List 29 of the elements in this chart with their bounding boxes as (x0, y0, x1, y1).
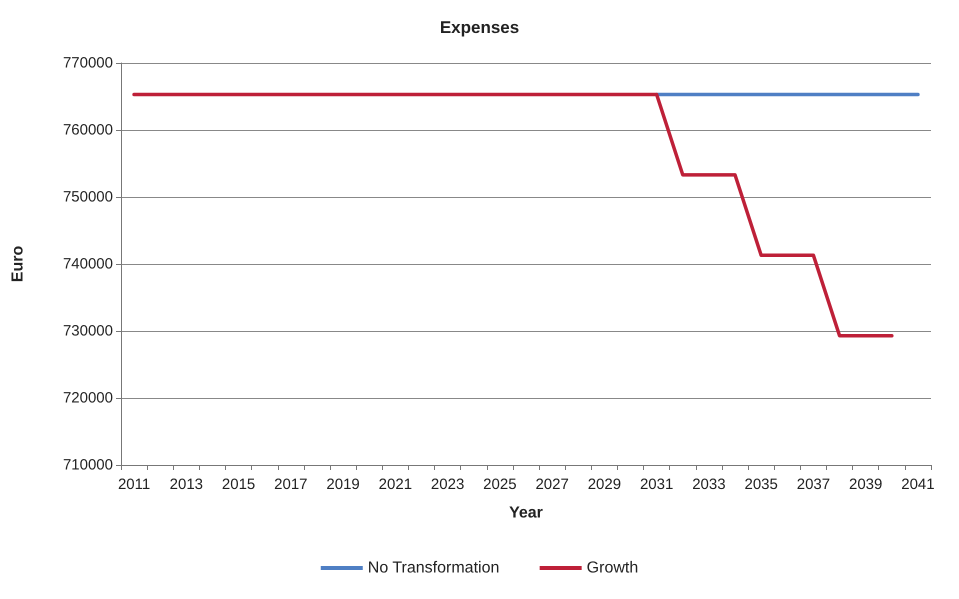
x-tick-label: 2031 (640, 476, 674, 493)
x-tick-label: 2021 (378, 476, 412, 493)
y-tick-label: 760000 (62, 122, 113, 138)
y-axis-title: Euro (10, 246, 26, 282)
y-tick-label: 710000 (62, 456, 113, 474)
y-tick-label: 770000 (62, 54, 113, 72)
y-tick-label: 720000 (62, 390, 113, 406)
x-axis-title: Year (509, 504, 543, 522)
x-tick-label: 2015 (222, 476, 256, 493)
chart-title: Expenses (440, 18, 520, 37)
legend-label: Growth (586, 560, 638, 576)
y-tick-label: 740000 (62, 256, 113, 272)
x-tick-label: 2023 (430, 476, 464, 493)
x-tick-label: 2033 (692, 476, 726, 493)
x-tick-label: 2019 (326, 476, 360, 493)
x-tick-label: 2039 (848, 476, 882, 493)
x-tick-label: 2037 (796, 476, 830, 493)
x-tick-label: 2035 (744, 476, 778, 493)
x-tick-label: 2013 (170, 476, 204, 493)
y-tick-label: 750000 (62, 188, 113, 206)
x-tick-label: 2029 (588, 476, 622, 493)
line-series (132, 92, 894, 338)
x-tick-label: 2011 (118, 476, 150, 493)
y-tick-label: 730000 (62, 322, 113, 340)
legend-label: No Transformation (368, 560, 500, 576)
x-tick-label: 2041 (901, 476, 935, 493)
x-tick-label: 2027 (535, 476, 569, 493)
x-tick-label: 2017 (274, 476, 308, 493)
x-tick-label: 2025 (483, 476, 517, 493)
